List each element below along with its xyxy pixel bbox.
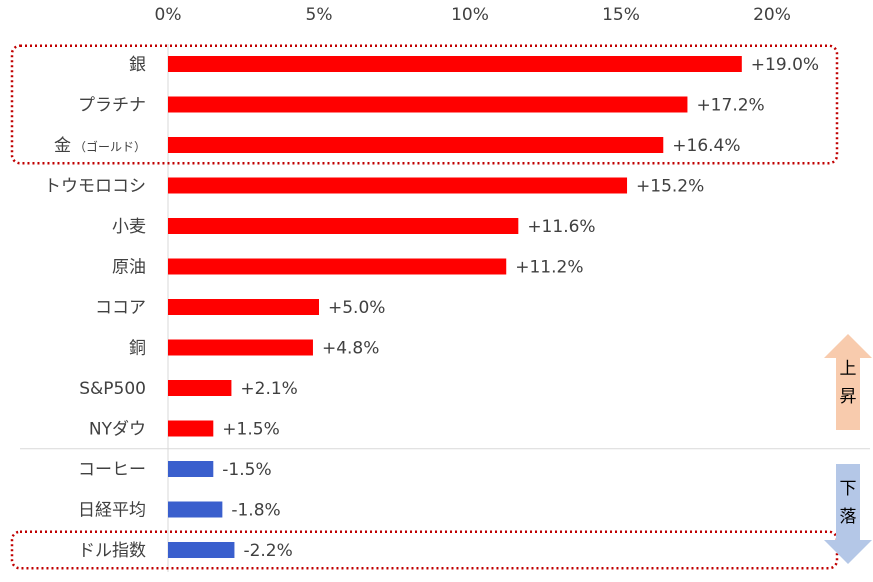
data-label: +17.2% xyxy=(696,96,764,116)
axis-lines xyxy=(20,44,870,572)
category-label: 日経平均 xyxy=(78,501,146,521)
category-label: ドル指数 xyxy=(78,541,146,561)
category-label: コーヒー xyxy=(78,460,146,480)
down-arrow-label: 下 xyxy=(840,479,857,499)
category-label: 原油 xyxy=(112,258,146,278)
up-arrow-shape xyxy=(824,334,872,430)
category-label: ココア xyxy=(95,298,146,318)
category-label: 小麦 xyxy=(112,217,146,237)
bar xyxy=(168,501,223,518)
data-label: +19.0% xyxy=(751,55,819,75)
bar xyxy=(168,299,319,315)
down-arrow-label: 落 xyxy=(840,507,857,527)
x-tick-label: 10% xyxy=(451,5,489,25)
bar xyxy=(168,56,742,72)
data-label: -1.8% xyxy=(231,501,280,521)
category-label: 金（ゴールド） xyxy=(54,136,146,156)
x-tick-label: 5% xyxy=(306,5,333,25)
data-label: +4.8% xyxy=(322,339,379,359)
down-arrow-shape xyxy=(824,464,872,564)
category-label: 銀 xyxy=(129,55,146,75)
category-label: S&P500 xyxy=(79,379,146,399)
bar xyxy=(168,258,507,275)
up-arrow-label: 昇 xyxy=(840,387,857,407)
data-label: +16.4% xyxy=(672,136,740,156)
data-label: +11.6% xyxy=(527,217,595,237)
bar xyxy=(168,96,688,113)
bar xyxy=(168,420,214,437)
bar xyxy=(168,461,214,477)
data-label: -2.2% xyxy=(243,541,292,561)
bar xyxy=(168,177,628,194)
x-tick-label: 0% xyxy=(155,5,182,25)
category-label: トウモロコシ xyxy=(44,177,146,197)
data-label: +5.0% xyxy=(328,298,385,318)
category-label: NYダウ xyxy=(89,420,146,440)
up-arrow-label: 上 xyxy=(840,359,857,379)
data-label: -1.5% xyxy=(222,460,271,480)
data-label: +2.1% xyxy=(240,379,297,399)
bar xyxy=(168,339,313,356)
bar xyxy=(168,380,232,396)
bar xyxy=(168,542,235,558)
x-tick-label: 15% xyxy=(602,5,640,25)
x-tick-label: 20% xyxy=(753,5,791,25)
data-label: +15.2% xyxy=(636,177,704,197)
category-label: プラチナ xyxy=(78,96,146,116)
category-label: 銅 xyxy=(129,339,146,359)
bars xyxy=(168,56,742,558)
data-label: +1.5% xyxy=(222,420,279,440)
x-axis-ticks: 0% 5% 10% 15% 20% xyxy=(155,5,791,25)
bar xyxy=(168,218,519,234)
data-label: +11.2% xyxy=(515,258,583,278)
bar xyxy=(168,137,664,153)
data-labels: +19.0% +17.2% +16.4% +15.2% +11.6% +11.2% +5.0… xyxy=(222,55,819,561)
